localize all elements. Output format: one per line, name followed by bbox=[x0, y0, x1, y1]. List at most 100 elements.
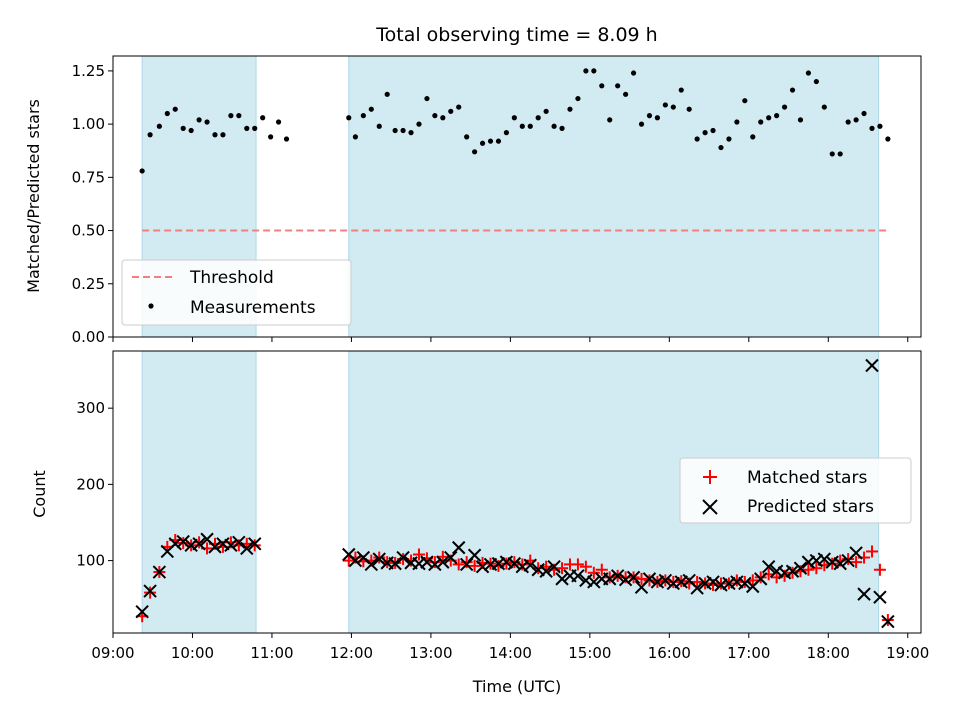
predicted-star-point bbox=[666, 576, 681, 591]
x-stroke-b bbox=[507, 556, 522, 571]
measurement-point bbox=[228, 113, 234, 119]
y-tick-label: 0.25 bbox=[72, 275, 105, 293]
top-legend-box bbox=[121, 259, 352, 326]
measurement-point bbox=[268, 134, 274, 140]
measurement-point bbox=[623, 91, 629, 97]
x-stroke-b bbox=[849, 546, 863, 560]
predicted-star-point bbox=[491, 556, 506, 571]
measurement-point bbox=[346, 115, 352, 121]
x-stroke-b bbox=[539, 564, 553, 578]
x-stroke-b bbox=[420, 555, 434, 569]
x-stroke-b bbox=[809, 553, 824, 568]
measurement-point bbox=[543, 108, 549, 114]
predicted-star-point bbox=[444, 550, 458, 565]
measurement-point bbox=[559, 125, 565, 131]
predicted-star-point bbox=[690, 581, 704, 595]
x-stroke-b bbox=[857, 587, 871, 601]
predicted-star-point bbox=[642, 572, 657, 586]
measurement-point bbox=[352, 134, 358, 140]
predicted-star-point bbox=[817, 552, 832, 566]
x-stroke-b bbox=[738, 576, 752, 591]
top-plot-frame bbox=[112, 55, 922, 338]
x-stroke-b bbox=[754, 572, 768, 586]
measurement-point bbox=[615, 83, 621, 89]
x-stroke-b bbox=[682, 573, 696, 588]
measurement-point bbox=[654, 115, 661, 121]
predicted-star-point bbox=[610, 569, 625, 583]
measurement-point bbox=[599, 83, 605, 89]
measurement-point bbox=[180, 125, 186, 131]
x-stroke-b bbox=[603, 572, 617, 586]
predicted-star-point bbox=[626, 570, 641, 585]
predicted-star-point bbox=[603, 572, 617, 586]
x-stroke-b bbox=[248, 537, 262, 551]
x-stroke-b bbox=[143, 584, 157, 598]
predicted-star-point bbox=[777, 566, 792, 580]
x-tick-label: 18:00 bbox=[807, 644, 850, 662]
bottom-panel: 100 200 300 09:00 10:00 11:00 12:00 13:00 14:00… bbox=[30, 350, 929, 696]
predicted-star-point bbox=[364, 557, 379, 572]
count-points bbox=[135, 358, 895, 629]
x-stroke-b bbox=[817, 552, 832, 566]
measurement-point bbox=[789, 87, 796, 93]
measurement-point bbox=[638, 121, 645, 127]
x-stroke-b bbox=[801, 555, 816, 569]
matched-star-point bbox=[412, 548, 425, 561]
matched-star-point bbox=[603, 571, 616, 584]
predicted-star-point bbox=[499, 555, 514, 569]
x-tick-label: 16:00 bbox=[648, 644, 691, 662]
bottom-legend-box bbox=[679, 457, 912, 524]
measurement-point bbox=[726, 136, 732, 142]
x-stroke-b bbox=[873, 590, 887, 604]
measurement-point bbox=[670, 104, 676, 110]
matched-star-point bbox=[643, 574, 656, 587]
measurement-point bbox=[710, 127, 716, 134]
predicted-star-point bbox=[730, 575, 744, 589]
matched-star-point bbox=[579, 560, 592, 573]
measurement-point bbox=[869, 125, 875, 131]
matched-star-point bbox=[144, 586, 157, 599]
measurement-point bbox=[408, 130, 414, 136]
predicted-star-point bbox=[833, 556, 847, 571]
predicted-star-point bbox=[240, 541, 254, 556]
predicted-star-point bbox=[216, 537, 230, 551]
measurement-point bbox=[750, 134, 756, 140]
top-x-ticks bbox=[112, 337, 909, 342]
matched-star-point bbox=[873, 563, 886, 576]
predicted-star-point bbox=[722, 576, 736, 591]
x-stroke-b bbox=[769, 564, 784, 578]
y-tick-label: 1.25 bbox=[72, 62, 105, 80]
matched-star-point bbox=[691, 575, 704, 588]
x-stroke-b bbox=[730, 575, 744, 589]
measurement-point bbox=[519, 123, 525, 129]
x-stroke-b bbox=[571, 569, 585, 583]
predicted-star-point bbox=[674, 575, 688, 589]
x-stroke-b bbox=[531, 563, 545, 577]
x-stroke-b bbox=[240, 541, 254, 556]
predicted-star-point bbox=[168, 537, 182, 551]
matched-star-point bbox=[452, 558, 465, 571]
measurement-point bbox=[702, 130, 708, 136]
matched-star-point bbox=[810, 562, 823, 575]
x-stroke-b bbox=[475, 559, 490, 574]
measurement-point bbox=[448, 108, 454, 114]
predicted-star-point bbox=[555, 572, 569, 586]
predicted-star-point bbox=[348, 553, 363, 568]
measurement-point bbox=[766, 115, 772, 121]
measurement-point bbox=[283, 136, 290, 142]
x-stroke-b bbox=[555, 572, 569, 586]
predicted-star-point bbox=[579, 573, 593, 588]
matched-star-point bbox=[500, 557, 513, 570]
x-stroke-b bbox=[436, 555, 450, 569]
predicted-star-point bbox=[436, 555, 450, 569]
measurement-point bbox=[829, 151, 835, 157]
measurement-point bbox=[376, 123, 382, 129]
predicted-star-point bbox=[825, 555, 839, 569]
x-stroke-b bbox=[706, 575, 720, 589]
x-stroke-b bbox=[761, 559, 776, 574]
measurement-point bbox=[147, 132, 153, 138]
predicted-star-point bbox=[849, 546, 863, 560]
x-stroke-b bbox=[135, 604, 149, 619]
measurement-point bbox=[694, 136, 700, 142]
measurement-point bbox=[837, 151, 843, 157]
